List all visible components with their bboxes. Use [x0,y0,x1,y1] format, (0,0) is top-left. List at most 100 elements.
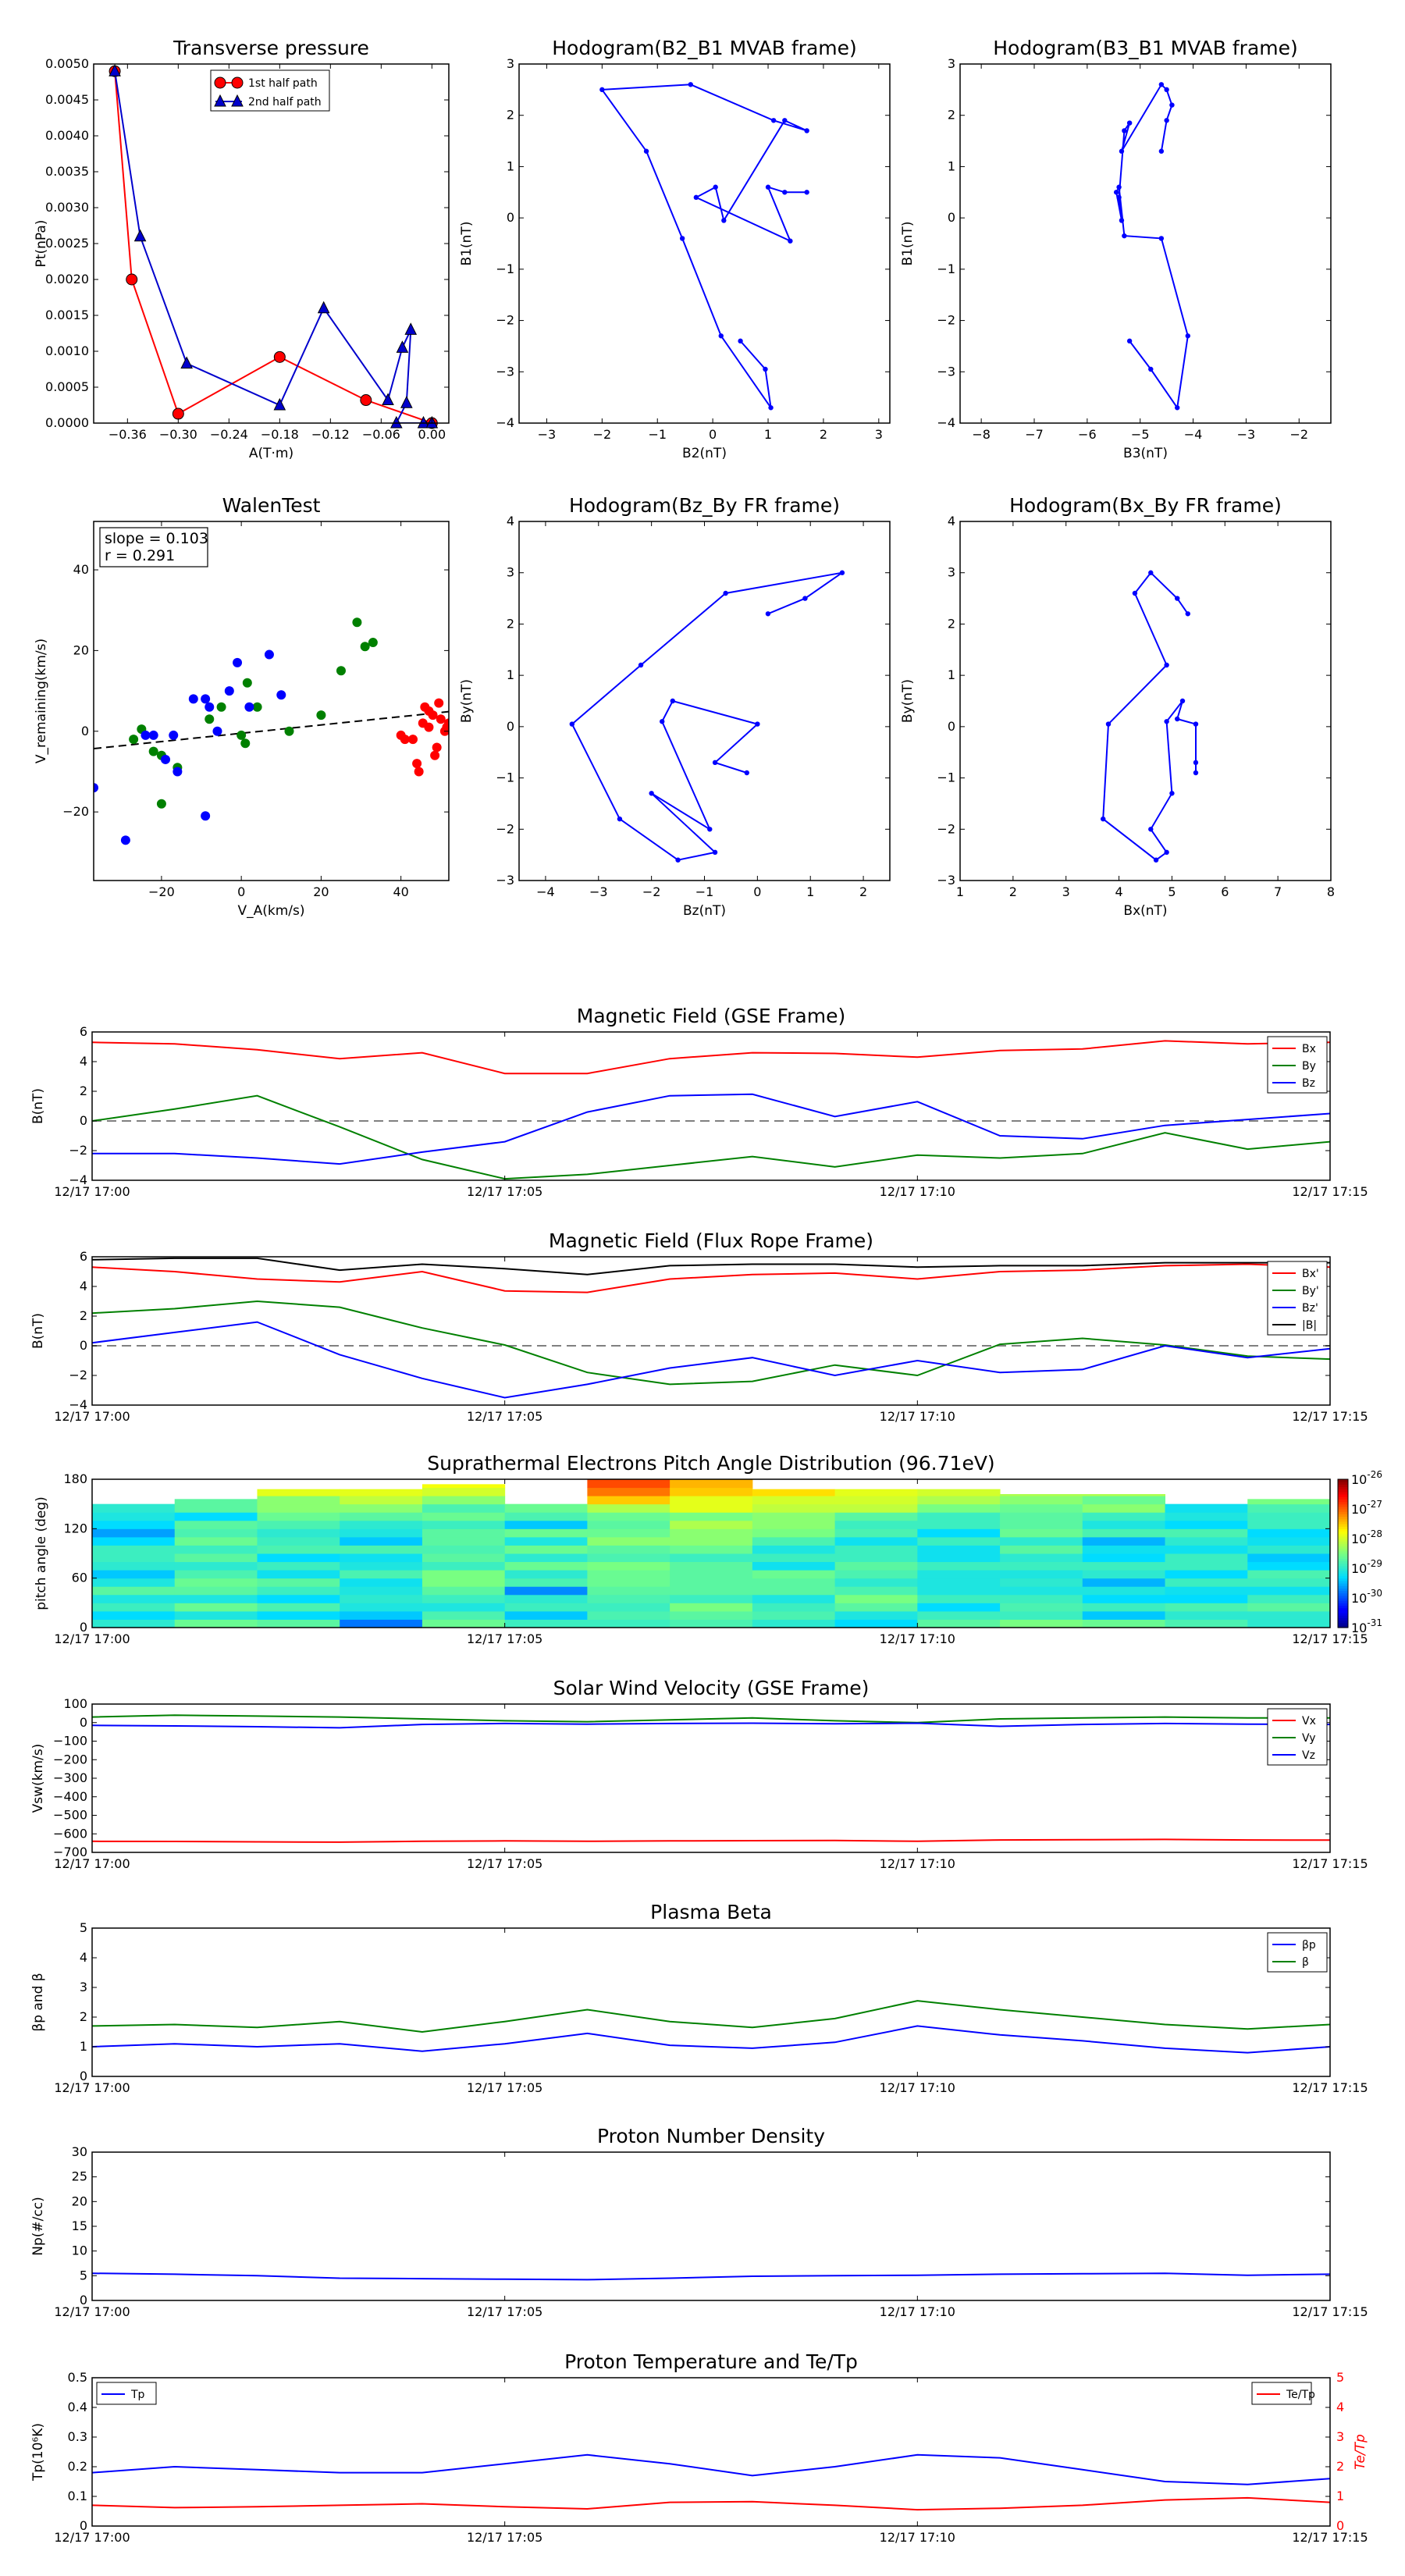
legend-marker [231,76,244,89]
colorbar-segment [1338,1603,1348,1606]
heatmap-cell [504,1570,588,1579]
heatmap-cell [587,1553,670,1563]
heatmap-cell [587,1520,670,1529]
x-tick-label: −4 [1184,427,1203,442]
heatmap-cell [257,1570,340,1579]
series-line-By' [92,1300,1330,1386]
y-tick-label: 100 [63,1696,87,1711]
colorbar-segment [1338,1543,1348,1547]
y-tick-label: 0.0025 [45,236,89,251]
heatmap-cell [1165,1603,1248,1612]
heatmap-cell [1000,1496,1083,1505]
data-point [1116,194,1122,201]
heatmap-cell [834,1489,918,1496]
heatmap-cell [422,1496,506,1505]
y-tick-label: 1 [948,158,955,173]
heatmap-cell [257,1512,340,1521]
scatter-point [276,690,286,700]
heatmap-cell [1247,1528,1331,1538]
colorbar-segment [1338,1511,1348,1514]
x-tick-label: 0 [709,427,717,442]
heatmap-cell [1247,1578,1331,1587]
data-point [1164,662,1169,668]
y-tick-label: −3 [496,873,514,888]
y-tick-label: 0.0000 [45,415,89,430]
x-tick-label: −3 [538,427,557,442]
heatmap-cell [1000,1553,1083,1563]
heatmap-cell [752,1536,836,1546]
heatmap-cell [422,1553,506,1563]
heatmap-cell [752,1553,836,1563]
legend-label: |B| [1302,1319,1317,1332]
heatmap-cell [1247,1512,1331,1521]
heatmap-cell [1000,1619,1083,1628]
y-tick-label: 1 [507,158,514,173]
y-axis-label: Pt(nPa) [34,220,49,268]
y-tick-label: −200 [53,1752,87,1767]
legend-label: Bz [1302,1077,1315,1090]
x-tick-label: 12/17 17:10 [880,1184,955,1199]
heatmap-cell [1082,1494,1166,1496]
data-point [1148,570,1154,575]
heatmap-cell [752,1594,836,1603]
colorbar-segment [1338,1533,1348,1537]
data-point [1116,184,1122,190]
heatmap-cell [92,1603,176,1612]
heatmap-cell [587,1503,670,1513]
heatmap-cell [257,1610,340,1620]
heatmap-cell [587,1603,670,1612]
heatmap-cell [340,1512,423,1521]
y-tick-label: −500 [53,1808,87,1823]
heatmap-cell [174,1570,258,1579]
heatmap-cell [257,1545,340,1554]
heatmap-cell [917,1603,1001,1612]
heatmap-cell [752,1610,836,1620]
data-point [782,118,788,123]
y-tick-label: 0 [948,719,955,734]
colorbar-segment [1338,1518,1348,1522]
axes-frame [959,63,1332,424]
colorbar-segment [1338,1571,1348,1574]
colorbar-tick-base: 10 [1351,1502,1367,1517]
heatmap-cell [504,1586,588,1596]
heatmap-cell [752,1561,836,1571]
x-tick-label: 12/17 17:05 [467,1631,542,1646]
heatmap-cell [1247,1499,1331,1505]
scatter-point [240,738,251,749]
data-point [804,190,809,195]
heatmap-cell [1082,1603,1166,1612]
data-point [1148,366,1154,372]
x-tick-label: 12/17 17:10 [880,1856,955,1871]
heatmap-cell [917,1545,1001,1554]
heatmap-cell [1247,1610,1331,1620]
colorbar-segment [1338,1499,1348,1503]
y-tick-label: 20 [73,642,89,657]
heatmap-cell [1165,1528,1248,1538]
heatmap-cell [1165,1536,1248,1546]
heatmap-cell [257,1586,340,1596]
data-point [768,405,774,411]
heatmap-cell [504,1594,588,1603]
heatmap-cell [752,1603,836,1612]
heatmap-cell [752,1545,836,1554]
scatter-point [173,767,183,777]
y-right-tick-label: 4 [1336,2400,1344,2414]
heatmap-cell [1000,1520,1083,1529]
chart-title: Magnetic Field (Flux Rope Frame) [549,1229,873,1252]
x-tick-label: 6 [1221,884,1229,899]
heatmap-cell [587,1610,670,1620]
heatmap-cell [1000,1578,1083,1587]
heatmap-cell [834,1553,918,1563]
x-tick-label: 12/17 17:00 [54,2080,130,2095]
y-tick-label: 4 [80,1054,87,1069]
x-tick-label: −5 [1131,427,1150,442]
heatmap-cell [917,1561,1001,1571]
heatmap-cell [504,1603,588,1612]
data-point [1179,698,1186,704]
heatmap-cell [917,1536,1001,1546]
heatmap-cell [1000,1610,1083,1620]
y-tick-label: 2 [507,616,514,631]
y-axis-label: B(nT) [30,1313,46,1349]
heatmap-cell [1247,1594,1331,1603]
y-tick-label: 2 [948,108,955,123]
